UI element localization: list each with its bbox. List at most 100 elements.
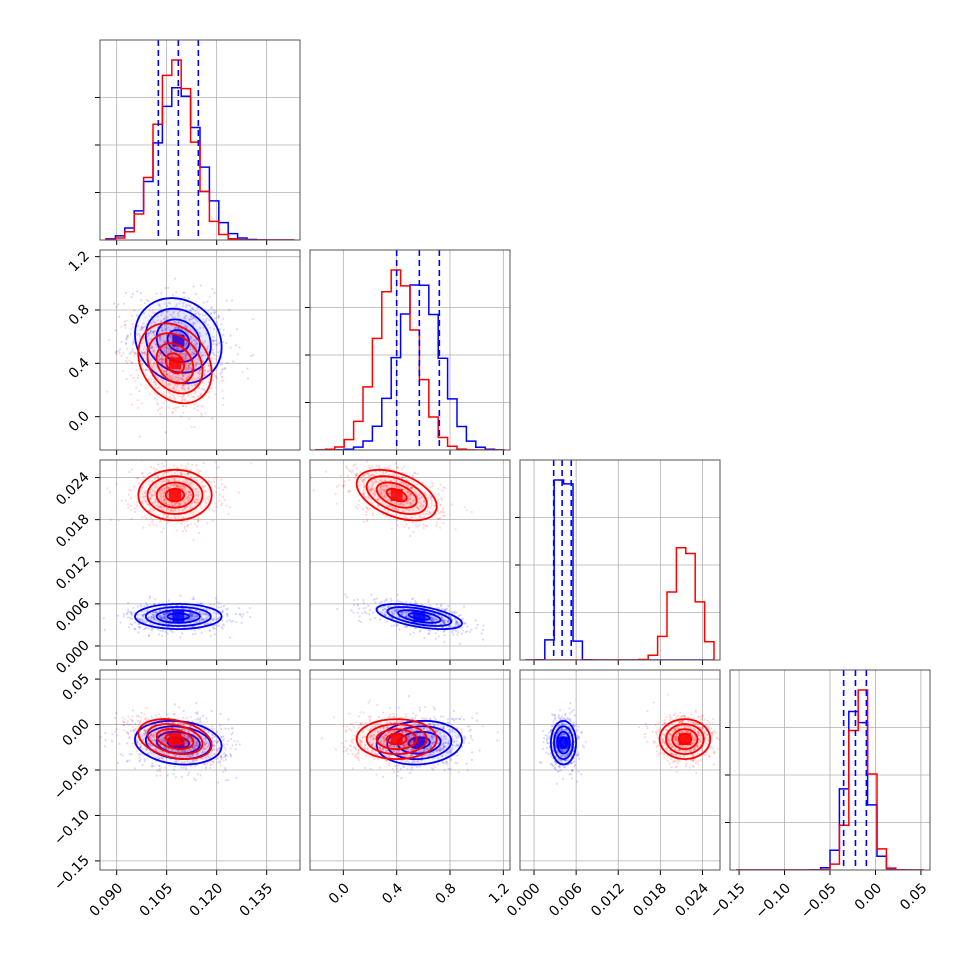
scatter-point: [111, 733, 114, 736]
scatter-point: [190, 362, 193, 365]
scatter-point: [156, 342, 159, 345]
scatter-point: [162, 613, 165, 616]
panels-layer: 0.00.40.81.20.0000.0060.0120.0180.024−0.…: [51, 39, 931, 922]
scatter-point: [191, 614, 194, 617]
scatter-point: [172, 312, 175, 315]
scatter-point: [166, 713, 169, 716]
scatter-point: [212, 626, 215, 629]
scatter-point: [203, 351, 206, 354]
scatter-point: [162, 318, 165, 321]
scatter-point: [203, 321, 206, 324]
scatter-point: [453, 610, 456, 613]
scatter-point: [209, 766, 212, 770]
scatter-point: [164, 370, 167, 373]
scatter-point: [182, 709, 185, 713]
scatter-point: [248, 607, 251, 610]
scatter-point: [153, 330, 156, 333]
scatter-point: [177, 341, 180, 344]
scatter-point: [152, 616, 156, 619]
scatter-point: [196, 409, 199, 412]
scatter-point: [221, 488, 225, 491]
scatter-point: [205, 613, 208, 616]
scatter-point: [188, 318, 191, 322]
scatter-point: [161, 352, 164, 355]
scatter-point: [133, 355, 136, 358]
scatter-point: [138, 625, 141, 629]
scatter-point: [188, 618, 191, 621]
scatter-point: [131, 623, 134, 626]
scatter-point: [193, 523, 197, 526]
scatter-point: [199, 284, 202, 287]
scatter-point: [199, 613, 203, 616]
scatter-point: [167, 340, 170, 343]
scatter-point: [195, 464, 198, 467]
scatter-point: [172, 340, 175, 343]
scatter-point: [197, 519, 200, 522]
scatter-point: [176, 385, 179, 388]
scatter-point: [191, 307, 194, 310]
scatter-point: [226, 613, 229, 616]
scatter-point: [191, 618, 194, 621]
scatter-point: [213, 328, 216, 331]
scatter-point: [198, 313, 201, 316]
scatter-point: [189, 348, 192, 351]
scatter-point: [158, 305, 161, 308]
scatter-point: [187, 297, 190, 300]
scatter-point: [162, 612, 165, 615]
scatter-point: [185, 481, 188, 484]
scatter-point: [224, 758, 228, 761]
scatter-point: [137, 618, 140, 621]
scatter-point: [145, 364, 148, 367]
scatter-point: [221, 610, 224, 613]
scatter-point: [126, 742, 129, 745]
scatter-point: [130, 328, 133, 331]
scatter-point: [146, 332, 149, 335]
scatter-point: [195, 346, 198, 349]
scatter-point: [136, 377, 139, 380]
scatter-point: [151, 623, 154, 626]
scatter-point: [177, 339, 180, 343]
scatter-point: [183, 335, 186, 338]
scatter-point: [427, 598, 430, 602]
scatter-point: [168, 384, 172, 387]
scatter-point: [232, 360, 235, 363]
scatter-point: [163, 383, 166, 386]
scatter-point: [182, 352, 185, 355]
scatter-point: [194, 354, 197, 358]
scatter-point: [312, 489, 315, 492]
scatter-point: [166, 611, 169, 615]
scatter-point: [204, 412, 207, 415]
scatter-point: [161, 615, 164, 618]
scatter-point: [161, 369, 164, 372]
scatter-point: [203, 373, 206, 376]
scatter-point: [365, 612, 368, 615]
scatter-point: [214, 316, 217, 319]
scatter-point: [188, 318, 191, 321]
scatter-point: [162, 527, 165, 530]
scatter-point: [188, 400, 191, 403]
scatter-point: [222, 379, 225, 382]
scatter-point: [133, 611, 136, 615]
scatter-point: [120, 354, 123, 357]
scatter-point: [135, 386, 138, 389]
scatter-point: [175, 303, 178, 306]
scatter-point: [186, 334, 189, 337]
scatter-point: [165, 347, 169, 350]
scatter-point: [163, 617, 166, 620]
scatter-point: [201, 340, 204, 343]
scatter-point: [178, 310, 181, 313]
scatter-point: [166, 310, 169, 313]
scatter-point: [177, 314, 180, 317]
scatter-point: [374, 598, 377, 601]
scatter-point: [221, 627, 224, 630]
scatter-point: [197, 372, 200, 375]
panel-1-1: [305, 249, 511, 455]
scatter-point: [159, 336, 162, 339]
scatter-point: [170, 346, 173, 349]
scatter-point: [134, 328, 137, 332]
scatter-point: [172, 346, 175, 349]
scatter-point: [213, 339, 217, 342]
scatter-point: [160, 374, 163, 377]
scatter-point: [210, 387, 213, 390]
scatter-point: [192, 322, 195, 325]
